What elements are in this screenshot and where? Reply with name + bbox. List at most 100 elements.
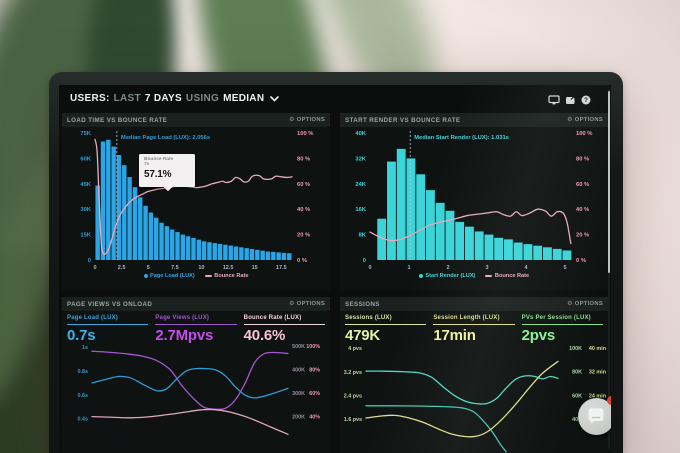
- histogram-bar[interactable]: [255, 249, 260, 260]
- right-axis-tick: 40K: [572, 417, 582, 423]
- page-views-line-chart[interactable]: 1s 0.8s 0.6s 0.4s 500K 100% 400K 80% 300K 60% 200K…: [62, 343, 330, 453]
- histogram-bar[interactable]: [474, 231, 484, 260]
- histogram-bar[interactable]: [180, 234, 186, 260]
- options-button[interactable]: ⚙ OPTIONS: [567, 116, 603, 124]
- legend-label: Page Load (LUX): [150, 273, 195, 279]
- histogram-bar[interactable]: [265, 251, 271, 260]
- histogram-bar[interactable]: [148, 212, 154, 260]
- histogram-bar[interactable]: [100, 141, 106, 260]
- right-axis-tick: 60 %: [576, 182, 589, 188]
- help-icon[interactable]: ?: [581, 95, 591, 105]
- series-line-pvs-per-session-lux-[interactable]: [365, 370, 559, 405]
- options-button[interactable]: ⚙ OPTIONS: [289, 300, 325, 308]
- histogram-bar[interactable]: [435, 202, 445, 260]
- histogram-bar[interactable]: [185, 236, 191, 260]
- histogram-bar[interactable]: [276, 252, 281, 260]
- histogram-bar[interactable]: [465, 226, 474, 260]
- histogram-bar[interactable]: [281, 252, 287, 260]
- start-render-histogram-chart[interactable]: 40K 32K 24K 16K 8K 0 100 % 80 % 60 % 40 % 20 % 0 % 0…: [340, 127, 608, 277]
- histogram-bar[interactable]: [249, 248, 255, 260]
- x-axis-tick: 0: [368, 265, 371, 271]
- histogram-bar[interactable]: [396, 148, 406, 260]
- right-axis-tick: 0 %: [297, 258, 307, 264]
- histogram-bar[interactable]: [533, 245, 543, 260]
- legend-item[interactable]: Start Render (LUX): [418, 273, 475, 279]
- histogram-bar[interactable]: [175, 232, 180, 260]
- histogram-bar[interactable]: [455, 221, 465, 260]
- right-axis-tick: 60 %: [297, 182, 310, 188]
- histogram-bar[interactable]: [494, 237, 504, 260]
- histogram-bar[interactable]: [95, 185, 100, 260]
- legend-item[interactable]: Bounce Rate: [204, 273, 248, 279]
- right-axis-tick: 200K: [292, 415, 305, 421]
- histogram-bar[interactable]: [191, 237, 196, 260]
- share-icon[interactable]: [565, 95, 576, 105]
- chart-tooltip: Bounce Rate 7s 57.1%: [139, 154, 195, 187]
- histogram-bar[interactable]: [233, 246, 239, 260]
- series-line-bounce-rate[interactable]: [369, 208, 572, 245]
- scrollbar-thumb[interactable]: [607, 91, 610, 273]
- histogram-bar[interactable]: [523, 244, 533, 260]
- histogram-bar[interactable]: [111, 146, 116, 260]
- histogram-bar[interactable]: [244, 248, 249, 260]
- x-axis-tick: 4: [524, 265, 528, 271]
- histogram-bar[interactable]: [223, 244, 228, 260]
- load-time-histogram-chart[interactable]: 75K 60K 45K 30K 15K 0 100 % 80 % 60 % 40 % 20 % 0 %…: [62, 127, 330, 277]
- legend-item[interactable]: Page Load (LUX): [143, 273, 195, 279]
- dashboard-title-dropdown[interactable]: USERS: LAST 7 DAYS USING MEDIAN: [70, 93, 280, 104]
- series-line-page-views-lux-[interactable]: [91, 350, 289, 411]
- histogram-bar[interactable]: [377, 218, 387, 260]
- histogram-bar[interactable]: [138, 197, 143, 260]
- histogram-bar[interactable]: [159, 222, 164, 260]
- histogram-bar[interactable]: [552, 248, 562, 260]
- histogram-bar[interactable]: [212, 243, 217, 260]
- histogram-bar[interactable]: [207, 242, 212, 260]
- histogram-bar[interactable]: [504, 239, 513, 260]
- histogram-bar[interactable]: [122, 165, 127, 260]
- histogram-bar[interactable]: [116, 155, 122, 260]
- series-line-page-load-lux-[interactable]: [91, 367, 289, 399]
- right-axis-tick: 80K: [572, 370, 582, 376]
- histogram-bar[interactable]: [513, 242, 523, 260]
- histogram-bar[interactable]: [562, 250, 572, 260]
- metric-value: 2.7Mpvs: [155, 326, 214, 344]
- histogram-bar[interactable]: [387, 161, 396, 260]
- options-button[interactable]: ⚙ OPTIONS: [289, 116, 325, 124]
- y-axis-tick: 0.4s: [78, 417, 89, 423]
- scrollbar[interactable]: [607, 89, 610, 449]
- histogram-bar[interactable]: [164, 226, 170, 260]
- chat-widget-button[interactable]: [578, 396, 611, 435]
- series-line-session-length-lux-[interactable]: [365, 360, 559, 438]
- sessions-line-chart[interactable]: 4 pvs 3.2 pvs 2.4 pvs 1.6 pvs 100K 40 min 80K 3…: [340, 343, 608, 453]
- histogram-bar[interactable]: [201, 241, 207, 260]
- histogram-bar[interactable]: [260, 250, 265, 260]
- histogram-bar[interactable]: [445, 210, 455, 260]
- histogram-bar[interactable]: [196, 239, 202, 260]
- histogram-bar[interactable]: [239, 247, 244, 260]
- histogram-bar[interactable]: [106, 139, 111, 260]
- histogram-bar[interactable]: [143, 205, 148, 260]
- histogram-bar[interactable]: [127, 177, 132, 260]
- options-button[interactable]: ⚙ OPTIONS: [567, 300, 603, 308]
- histogram-bar[interactable]: [271, 251, 276, 260]
- histogram-bar[interactable]: [228, 245, 233, 260]
- y-axis-tick: 16K: [355, 207, 366, 213]
- series-line-bounce-rate-lux-[interactable]: [91, 408, 289, 435]
- histogram-bar[interactable]: [153, 217, 159, 260]
- panel-header: LOAD TIME VS BOUNCE RATE ⚙ OPTIONS: [62, 113, 330, 127]
- histogram-bar[interactable]: [484, 234, 494, 260]
- display-icon[interactable]: [548, 95, 560, 105]
- histogram-bar[interactable]: [132, 187, 138, 260]
- gear-icon: ⚙: [567, 300, 573, 307]
- histogram-bar[interactable]: [287, 253, 292, 260]
- svg-text:?: ?: [584, 97, 588, 104]
- histogram-bar[interactable]: [416, 174, 426, 260]
- histogram-bar[interactable]: [169, 229, 175, 260]
- histogram-bar[interactable]: [217, 243, 223, 260]
- histogram-bar[interactable]: [543, 247, 552, 260]
- legend-item[interactable]: Bounce Rate: [485, 273, 529, 279]
- histogram-bar[interactable]: [406, 158, 416, 260]
- series-line-sessions-lux-[interactable]: [365, 405, 507, 453]
- median-annotation: Median Page Load (LUX): 2.056s: [121, 135, 210, 141]
- metric-value: 40.6%: [243, 326, 286, 344]
